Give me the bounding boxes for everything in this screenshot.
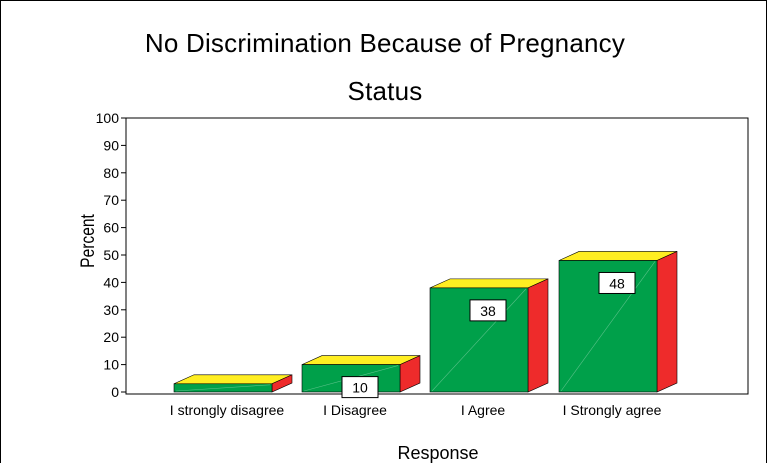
y-tick-label: 60	[103, 220, 119, 236]
bar-highlight	[175, 384, 271, 392]
x-tick-label: I Agree	[461, 402, 506, 418]
y-tick-label: 50	[103, 247, 119, 263]
x-tick-label: I Strongly agree	[563, 402, 662, 418]
y-tick-label: 10	[103, 357, 119, 373]
y-tick-label: 30	[103, 302, 119, 318]
data-label: 10	[352, 380, 368, 396]
y-tick-label: 20	[103, 329, 119, 345]
y-tick-label: 90	[103, 137, 119, 153]
bar-2: 38	[429, 278, 549, 393]
bars: 10 38 48	[173, 251, 678, 399]
bar-highlight	[431, 288, 527, 392]
y-tick-label: 0	[111, 384, 119, 400]
y-tick-label: 40	[103, 274, 119, 290]
y-tick-label: 80	[103, 165, 119, 181]
x-tick-label: I strongly disagree	[170, 402, 285, 418]
y-tick-label: 100	[96, 110, 120, 126]
bar-front-face	[173, 383, 273, 393]
x-axis-label: Response	[397, 443, 478, 463]
x-axis: I strongly disagree I Disagree I Agree I St…	[170, 402, 662, 418]
bar-front-face	[429, 287, 529, 393]
bar-highlight	[560, 261, 656, 392]
bar-0	[173, 374, 293, 393]
bar-3: 48	[558, 251, 678, 393]
bar-1: 10	[301, 355, 421, 399]
data-label-box	[341, 376, 379, 399]
plot-area	[125, 117, 749, 395]
y-axis: 0 10 20 30 40 50 60 70 80 90 100	[96, 110, 126, 400]
chart-title-line1: No Discrimination Because of Pregnancy	[144, 28, 626, 58]
data-label-box	[598, 271, 636, 294]
y-axis-label: Percent	[77, 214, 99, 268]
bar-side-face	[656, 251, 678, 393]
data-label: 38	[480, 303, 496, 319]
y-tick-label: 70	[103, 192, 119, 208]
data-label-box	[469, 299, 507, 322]
data-label: 48	[609, 275, 625, 291]
chart-title-line2: Status	[347, 76, 423, 106]
bar-side-face	[527, 278, 549, 393]
x-tick-label: I Disagree	[323, 402, 387, 418]
